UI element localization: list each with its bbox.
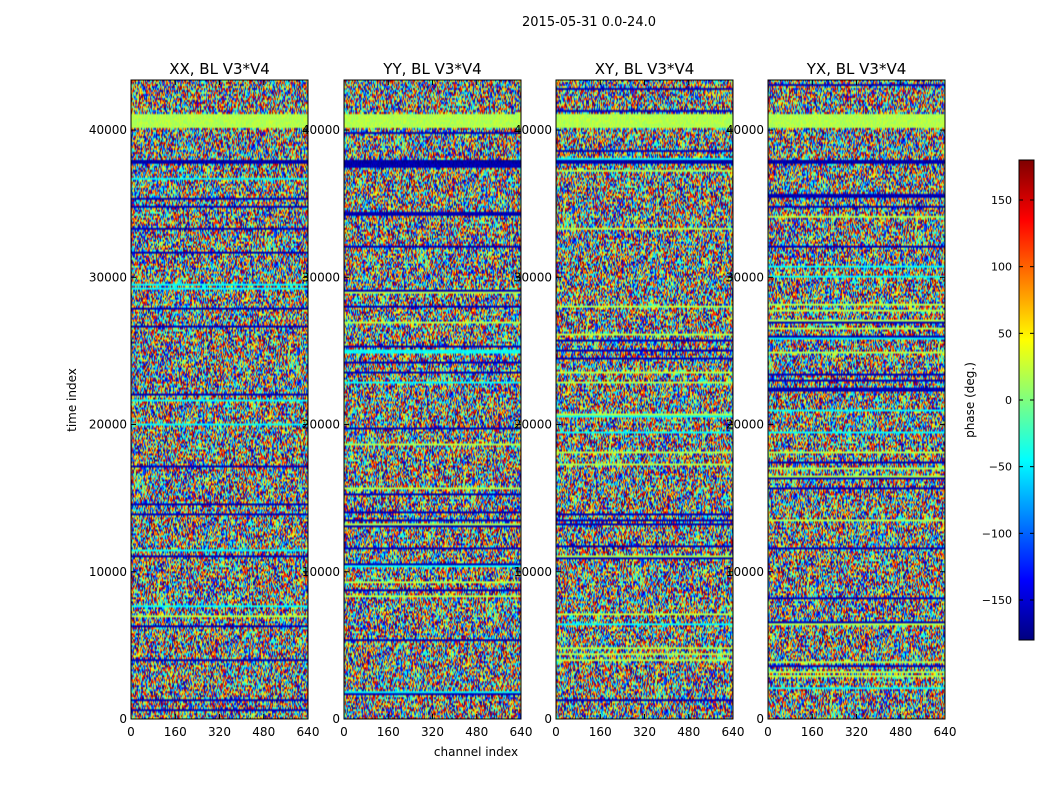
x-tick-label: 320 [421,725,444,739]
heatmap-image [344,80,521,719]
x-tick-label: 640 [297,725,320,739]
y-tick-label: 10000 [89,565,127,579]
y-tick-label: 20000 [302,418,340,432]
panel-title: XX, BL V3*V4 [169,60,270,78]
y-tick-label: 0 [756,712,764,726]
y-tick-label: 10000 [514,565,552,579]
y-tick-label: 30000 [302,270,340,284]
panels: XX, BL V3*V4 0 160 320 480 640 0 10000 20000 3000… [89,60,957,739]
heatmap-image [131,80,308,719]
y-tick-label: 0 [332,712,340,726]
colorbar: −150 −100 −50 0 50 100 150 phase (deg.) [963,159,1035,641]
panel-title: XY, BL V3*V4 [595,60,695,78]
x-tick-label: 0 [340,725,348,739]
x-tick-label: 320 [633,725,656,739]
y-tick-label: 30000 [726,270,764,284]
colorbar-tick-label: 100 [991,261,1012,274]
y-tick-label: 40000 [514,123,552,137]
x-axis-label: channel index [434,745,518,759]
x-tick-label: 320 [845,725,868,739]
panel-1: YY, BL V3*V4 0 160 320 480 640 0 10000 20000 3000… [302,60,533,739]
y-tick-label: 30000 [514,270,552,284]
colorbar-tick-label: 50 [998,327,1012,340]
x-tick-label: 160 [377,725,400,739]
y-tick-label: 40000 [89,123,127,137]
x-tick-label: 0 [764,725,772,739]
colorbar-tick-label: 150 [991,194,1012,207]
panel-2: XY, BL V3*V4 0 160 320 480 640 0 10000 20000 3000… [514,60,745,739]
y-tick-label: 20000 [514,418,552,432]
y-tick-label: 20000 [89,418,127,432]
x-tick-label: 640 [722,725,745,739]
panel-title: YX, BL V3*V4 [806,60,907,78]
y-axis-label: time index [65,368,79,432]
x-tick-label: 480 [677,725,700,739]
panel-0: XX, BL V3*V4 0 160 320 480 640 0 10000 20000 3000… [89,60,320,739]
y-tick-label: 10000 [302,565,340,579]
x-tick-label: 0 [552,725,560,739]
colorbar-tick-label: −50 [989,461,1012,474]
y-tick-label: 40000 [302,123,340,137]
x-tick-label: 160 [589,725,612,739]
x-tick-label: 640 [934,725,957,739]
colorbar-label: phase (deg.) [963,362,977,438]
x-tick-label: 480 [465,725,488,739]
x-tick-label: 640 [510,725,533,739]
y-tick-label: 20000 [726,418,764,432]
y-tick-label: 0 [119,712,127,726]
x-tick-label: 480 [889,725,912,739]
y-tick-label: 0 [544,712,552,726]
colorbar-tick-label: 0 [1005,394,1012,407]
x-tick-label: 0 [127,725,135,739]
panel-3: YX, BL V3*V4 0 160 320 480 640 0 10000 20000 3000… [726,60,957,739]
heatmap-image [768,80,945,719]
colorbar-tick-label: −100 [982,527,1012,540]
panel-title: YY, BL V3*V4 [382,60,481,78]
x-tick-label: 320 [208,725,231,739]
x-tick-label: 160 [164,725,187,739]
x-tick-label: 480 [252,725,275,739]
x-tick-label: 160 [801,725,824,739]
y-tick-label: 10000 [726,565,764,579]
y-tick-label: 40000 [726,123,764,137]
heatmap-image [556,80,733,719]
colorbar-tick-label: −150 [982,594,1012,607]
colorbar-ticks: −150 −100 −50 0 50 100 150 [982,194,1034,607]
y-tick-label: 30000 [89,270,127,284]
figure-suptitle: 2015-05-31 0.0-24.0 [522,15,656,30]
